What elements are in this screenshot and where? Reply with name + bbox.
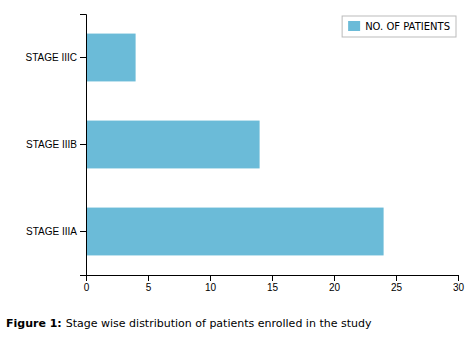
y-tick: STAGE IIIB xyxy=(26,139,86,150)
legend: NO. OF PATIENTS xyxy=(342,16,456,37)
legend-item: NO. OF PATIENTS xyxy=(348,21,450,32)
y-axis: STAGE IIIA STAGE IIIB STAGE IIIC xyxy=(26,15,87,276)
x-tick-label: 25 xyxy=(391,282,403,293)
y-tick: STAGE IIIA xyxy=(26,226,86,237)
chart: 051015202530STAGE IIIASTAGE IIIBSTAGE II… xyxy=(0,0,474,337)
y-tick-label: STAGE IIIC xyxy=(26,52,78,63)
x-axis-line xyxy=(87,276,459,282)
caption-part: Figure 1: xyxy=(6,317,62,330)
x-tick: 0 xyxy=(84,275,90,293)
x-tick: 25 xyxy=(391,275,403,293)
x-tick: 20 xyxy=(329,275,341,293)
bars xyxy=(86,34,384,256)
x-tick-label: 0 xyxy=(84,282,90,293)
bar xyxy=(86,208,384,256)
y-axis-line xyxy=(80,15,87,276)
x-tick-mark xyxy=(334,275,335,281)
x-tick: 5 xyxy=(146,275,152,293)
y-tick-label: STAGE IIIA xyxy=(26,226,77,237)
caption-part: Stage wise distribution of patients enro… xyxy=(66,317,372,330)
x-tick: 10 xyxy=(205,275,217,293)
bar xyxy=(86,34,136,82)
legend-label: NO. OF PATIENTS xyxy=(365,21,450,32)
x-tick: 30 xyxy=(453,275,465,293)
x-tick-label: 15 xyxy=(267,282,279,293)
x-tick-mark xyxy=(396,275,397,281)
y-tick-mark xyxy=(80,144,86,145)
x-tick-mark xyxy=(210,275,211,281)
caption: Figure 1: Stage wise distribution of pati… xyxy=(6,317,372,330)
x-tick-mark xyxy=(458,275,459,281)
x-tick-label: 5 xyxy=(146,282,152,293)
y-tick-label: STAGE IIIB xyxy=(26,139,77,150)
bar xyxy=(86,121,260,169)
x-tick-mark xyxy=(272,275,273,281)
y-tick: STAGE IIIC xyxy=(26,52,87,63)
legend-swatch xyxy=(348,21,360,31)
legend-box xyxy=(342,16,456,37)
x-tick-mark xyxy=(148,275,149,281)
y-tick-mark xyxy=(80,57,86,58)
x-axis: 0 5 10 15 20 25 30 xyxy=(84,275,465,293)
x-tick-label: 30 xyxy=(453,282,465,293)
x-tick-label: 10 xyxy=(205,282,217,293)
plot: 051015202530STAGE IIIASTAGE IIIBSTAGE II… xyxy=(26,15,465,294)
y-tick-mark xyxy=(80,231,86,232)
x-tick-label: 20 xyxy=(329,282,341,293)
x-tick: 15 xyxy=(267,275,279,293)
